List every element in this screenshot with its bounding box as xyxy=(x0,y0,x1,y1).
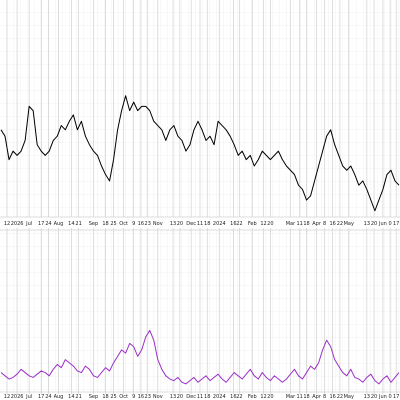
x-tick-label: 16 xyxy=(329,394,335,400)
x-tick-label: 14 xyxy=(68,394,74,400)
x-tick-label: Nov xyxy=(153,221,163,227)
x-tick-label: 12 xyxy=(4,221,10,227)
x-tick-label: 11 xyxy=(197,394,203,400)
x-tick-label: 18 xyxy=(303,394,309,400)
x-tick-label: 22 xyxy=(236,394,242,400)
x-tick-label: Sep xyxy=(89,394,98,400)
x-tick-label: 9 xyxy=(132,221,135,227)
x-tick-label: 21 xyxy=(75,394,81,400)
x-tick-label: 22 xyxy=(337,221,343,227)
x-tick-label: Aug xyxy=(54,221,64,227)
x-tick-label: 18 xyxy=(102,221,108,227)
x-tick-label: 20 xyxy=(371,221,377,227)
x-tick-label: 25 xyxy=(110,394,116,400)
x-tick-label: Jul xyxy=(25,394,32,400)
x-tick-label: Sep xyxy=(89,221,98,227)
x-tick-label: 13 xyxy=(364,221,370,227)
x-tick-label: 12 xyxy=(260,394,266,400)
x-tick-label: 18 xyxy=(204,221,210,227)
x-tick-label: 17 xyxy=(393,394,399,400)
x-tick-label: Nov xyxy=(153,394,163,400)
x-tick-label: 11 xyxy=(297,394,303,400)
x-tick-label: 16 xyxy=(329,221,335,227)
x-tick-label: Apr xyxy=(312,394,322,400)
x-tick-label: 23 xyxy=(145,221,151,227)
x-tick-label: May xyxy=(344,394,354,400)
x-tick-label: Mar xyxy=(286,394,296,400)
x-tick-label: 16 xyxy=(230,221,236,227)
x-tick-label: 2024 xyxy=(213,221,226,227)
x-tick-label: 2024 xyxy=(213,394,226,400)
x-tick-label: 17 xyxy=(38,221,44,227)
x-tick-label: 24 xyxy=(45,221,51,227)
x-tick-label: 13 xyxy=(170,221,176,227)
x-tick-label: 22 xyxy=(337,394,343,400)
x-tick-label: 14 xyxy=(68,221,74,227)
x-tick-label: Dec xyxy=(186,221,196,227)
x-tick-label: 9 xyxy=(132,394,135,400)
x-tick-label: 20 xyxy=(371,394,377,400)
x-tick-label: 11 xyxy=(297,221,303,227)
x-tick-label: 20 xyxy=(267,394,273,400)
x-tick-label: Aug xyxy=(54,394,64,400)
data-line xyxy=(0,329,400,385)
x-tick-label: 8 xyxy=(323,221,326,227)
x-tick-label: Dec xyxy=(186,394,196,400)
x-tick-label: 17 xyxy=(393,221,399,227)
x-tick-label: 18 xyxy=(102,394,108,400)
x-tick-label: 12 xyxy=(4,394,10,400)
x-tick-label: Jul xyxy=(25,221,32,227)
x-tick-label: 18 xyxy=(204,394,210,400)
x-tick-label: Jun xyxy=(378,221,387,227)
x-tick-label: 2026 xyxy=(11,221,24,227)
x-tick-label: Mar xyxy=(286,221,296,227)
x-tick-label: 18 xyxy=(303,221,309,227)
x-tick-label: 0 xyxy=(389,221,392,227)
x-tick-label: 0 xyxy=(389,394,392,400)
x-tick-label: 2026 xyxy=(11,394,24,400)
x-tick-label: Feb xyxy=(248,221,257,227)
x-tick-label: 20 xyxy=(177,394,183,400)
x-tick-label: 13 xyxy=(364,394,370,400)
x-tick-label: Feb xyxy=(248,394,257,400)
x-tick-label: 12 xyxy=(260,221,266,227)
x-tick-label: Apr xyxy=(312,221,322,227)
x-tick-label: 20 xyxy=(267,221,273,227)
x-tick-label: 17 xyxy=(38,394,44,400)
x-tick-label: May xyxy=(344,221,354,227)
x-tick-label: 11 xyxy=(197,221,203,227)
x-tick-label: 16 xyxy=(230,394,236,400)
x-tick-label: 16 xyxy=(138,221,144,227)
data-line xyxy=(0,95,400,212)
x-tick-label: 21 xyxy=(75,221,81,227)
x-tick-label: 22 xyxy=(236,221,242,227)
x-tick-label: 16 xyxy=(138,394,144,400)
x-tick-label: Oct xyxy=(119,221,128,227)
x-tick-label: Jun xyxy=(378,394,387,400)
x-tick-label: 20 xyxy=(177,221,183,227)
x-tick-label: 8 xyxy=(323,394,326,400)
x-tick-label: 13 xyxy=(170,394,176,400)
x-tick-label: 25 xyxy=(110,221,116,227)
x-tick-label: 24 xyxy=(45,394,51,400)
x-tick-label: Oct xyxy=(119,394,128,400)
x-tick-label: 23 xyxy=(145,394,151,400)
